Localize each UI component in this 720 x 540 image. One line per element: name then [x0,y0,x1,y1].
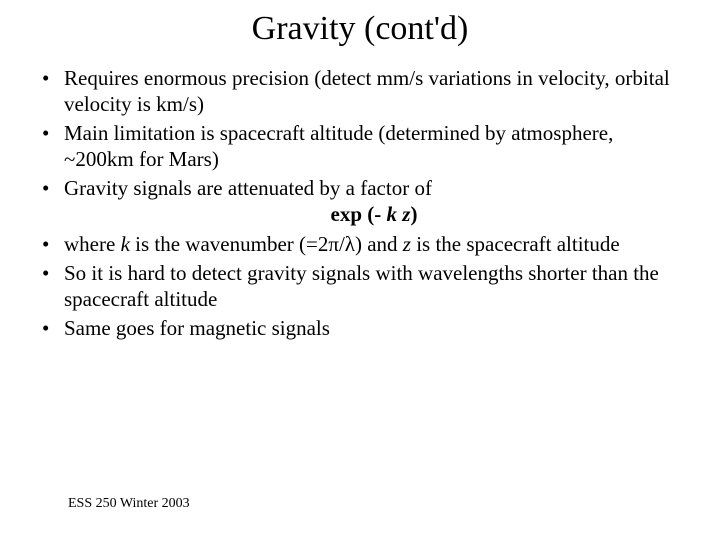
bullet-item: Same goes for magnetic signals [36,316,684,342]
slide-footer: ESS 250 Winter 2003 [68,496,190,512]
attenuation-formula: exp (- k z) [64,202,684,228]
var-z: z [403,232,411,256]
var-k: k [121,232,130,256]
bullet-text: Gravity signals are attenuated by a fact… [64,176,432,200]
formula-var-k: k [387,202,398,226]
bullet-item: Requires enormous precision (detect mm/s… [36,66,684,117]
bullet-text: is the wavenumber (=2π/λ) and [130,232,403,256]
bullet-item: Main limitation is spacecraft altitude (… [36,121,684,172]
bullet-list: Requires enormous precision (detect mm/s… [36,66,684,342]
slide-title: Gravity (cont'd) [36,10,684,48]
formula-part: exp (- [331,202,387,226]
formula-part: ) [410,202,417,226]
bullet-item: where k is the wavenumber (=2π/λ) and z … [36,232,684,258]
slide-container: Gravity (cont'd) Requires enormous preci… [0,0,720,540]
bullet-item: So it is hard to detect gravity signals … [36,261,684,312]
bullet-item: Gravity signals are attenuated by a fact… [36,176,684,227]
bullet-text: where [64,232,121,256]
bullet-text: is the spacecraft altitude [411,232,620,256]
